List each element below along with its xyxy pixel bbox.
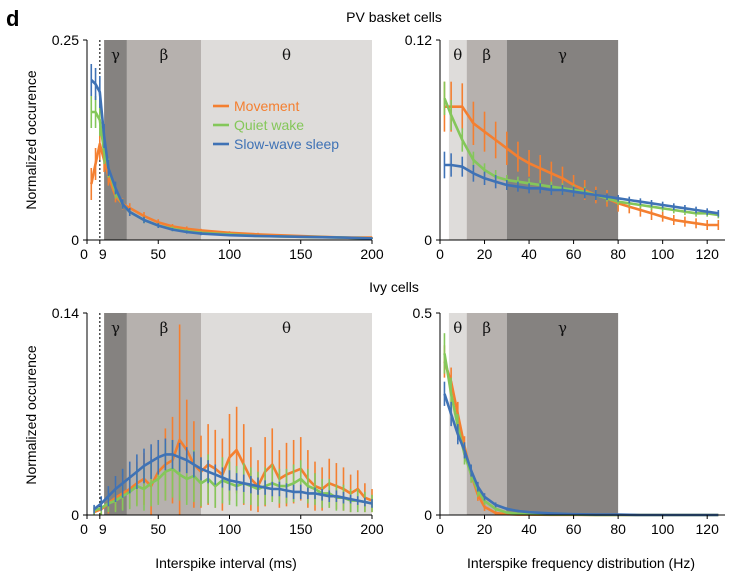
band-2 [506,40,619,240]
chart-ivy-frequency: θ β γ 0 20 40 60 80 100 120 0 0.5 [413,305,725,537]
series-line [90,79,373,240]
x-tick-label: 120 [696,246,720,262]
band-label-2: θ [282,319,291,337]
band-label-0: θ [453,46,462,64]
band-label-0: θ [453,319,462,337]
x-tick-label: 150 [289,521,313,537]
x-tick-label: 20 [477,246,493,262]
series-2 [90,64,373,240]
series-line [93,438,373,514]
x-tick-label: 9 [99,521,107,537]
band-label-1: β [482,319,491,337]
series-line [93,467,373,512]
y-tick-label: 0 [71,507,79,523]
x-tick-label: 100 [218,521,242,537]
row-title-ivy: Ivy cells [369,279,419,295]
x-tick-label: 0 [80,521,88,537]
legend-item: Movement [234,98,299,114]
x-tick-label: 100 [651,521,675,537]
band-0 [448,40,467,240]
band-label-1: β [160,319,169,337]
series-2 [93,438,373,514]
x-axis-label-interval: Interspike interval (ms) [155,555,297,571]
x-tick-label: 100 [218,246,242,262]
series-line [93,453,373,511]
band-label-1: β [482,46,491,64]
y-tick-label: 0.14 [52,305,79,321]
band-0 [104,313,127,515]
y-tick-label: 0 [71,232,79,248]
band-2 [201,40,372,240]
panel-letter: d [6,6,19,31]
x-axis-label-frequency: Interspike frequency distribution (Hz) [467,555,695,571]
x-tick-label: 40 [521,246,537,262]
series-line [443,97,719,217]
y-tick-label: 0.5 [413,305,433,321]
band-2 [506,313,619,515]
chart-pv-frequency: θ β γ 0 20 40 60 80 100 120 0 0.12 [405,32,725,262]
series-line [444,163,719,215]
x-tick-label: 200 [360,246,384,262]
row-title-pv: PV basket cells [346,9,442,25]
series-2 [443,151,720,217]
x-tick-label: 100 [651,246,675,262]
x-tick-label: 150 [289,246,313,262]
x-tick-label: 0 [436,521,444,537]
x-tick-label: 200 [360,521,384,537]
y-tick-label: 0 [424,232,432,248]
x-tick-label: 60 [566,521,582,537]
series-line [444,105,719,227]
x-tick-label: 80 [610,521,626,537]
x-tick-label: 80 [610,246,626,262]
x-tick-label: 9 [99,246,107,262]
band-0 [104,40,127,240]
x-tick-label: 0 [80,246,88,262]
band-1 [126,40,201,240]
band-1 [126,313,201,515]
band-label-1: β [160,46,169,64]
legend-item: Slow-wave sleep [234,136,339,152]
y-tick-label: 0 [424,507,432,523]
band-1 [466,313,507,515]
x-tick-label: 20 [477,521,493,537]
band-label-2: γ [558,319,567,337]
y-tick-label: 0.12 [405,32,432,48]
band-label-2: θ [282,46,291,64]
y-axis-label-top: Normalized occurence [23,70,39,209]
band-label-0: γ [111,46,120,64]
legend-item: Quiet wake [234,117,304,133]
band-label-0: γ [111,319,120,337]
y-axis-label-bottom: Normalized occurence [23,345,39,484]
x-tick-label: 40 [521,521,537,537]
x-tick-label: 50 [150,246,166,262]
y-tick-label: 0.25 [52,32,79,48]
band-label-2: γ [558,46,567,64]
x-tick-label: 120 [696,521,720,537]
x-tick-label: 50 [150,521,166,537]
x-tick-label: 0 [436,246,444,262]
x-tick-label: 60 [566,246,582,262]
